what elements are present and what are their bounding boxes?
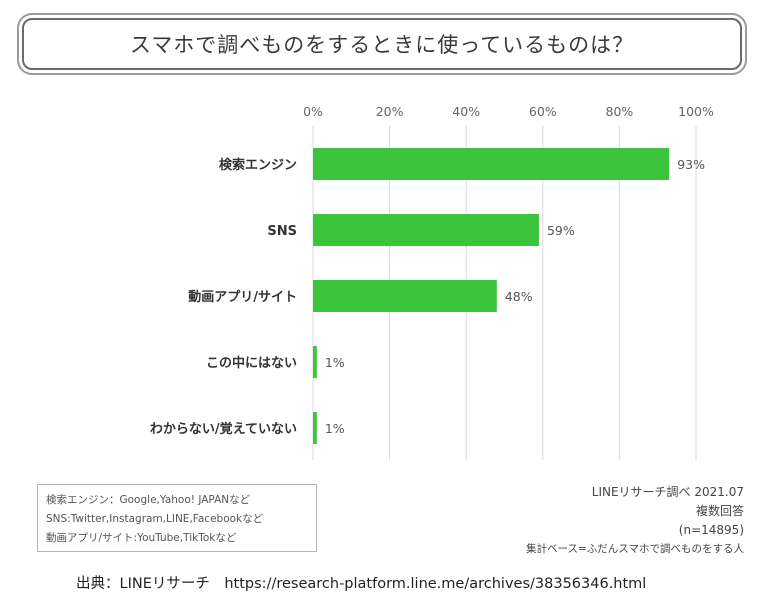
title-box: スマホで調べものをするときに使っているものは？ <box>22 18 742 70</box>
value-label: 59% <box>547 223 575 238</box>
bar <box>313 148 670 180</box>
category-label: この中にはない <box>206 355 297 371</box>
answer-type: 複数回答 <box>695 504 744 518</box>
bar <box>313 346 317 378</box>
source-credit: 出典：LINEリサーチ https://research-platform.li… <box>76 576 647 592</box>
note-line-video: 動画アプリ/サイト:YouTube,TikTokなど <box>46 532 237 544</box>
chart-title: スマホで調べものをするときに使っているものは？ <box>129 33 635 57</box>
x-tick-label: 40% <box>452 104 480 119</box>
x-tick-label: 60% <box>529 104 557 119</box>
survey-name: LINEリサーチ調べ 2021.07 <box>591 485 744 499</box>
value-label: 1% <box>325 355 345 370</box>
x-tick-label: 80% <box>606 104 634 119</box>
bar <box>313 214 539 246</box>
bar <box>313 412 317 444</box>
survey-base: 集計ベース=ふだんスマホで調べものをする人 <box>526 543 744 555</box>
notes-box: 検索エンジン：Google,Yahoo! JAPANなど SNS:Twitter… <box>37 484 317 552</box>
x-tick-label: 100% <box>678 104 714 119</box>
category-label: SNS <box>267 224 297 239</box>
value-label: 93% <box>677 157 705 172</box>
bar-chart: 0% 20% 40% 60% 80% 100% 検索エンジン 93% SNS 59% 動画アプリ/サ… <box>150 104 714 460</box>
value-label: 48% <box>505 289 533 304</box>
bar <box>313 280 497 312</box>
x-tick-label: 20% <box>376 104 404 119</box>
category-label: 動画アプリ/サイト <box>188 289 297 305</box>
survey-meta: LINEリサーチ調べ 2021.07 複数回答 (n=14895) 集計ベース=… <box>526 483 744 559</box>
note-line-search: 検索エンジン：Google,Yahoo! JAPANなど <box>46 494 251 506</box>
sample-size: (n=14895) <box>678 523 744 537</box>
x-tick-label: 0% <box>303 104 323 119</box>
category-label: わからない/覚えていない <box>150 421 297 437</box>
value-label: 1% <box>325 421 345 436</box>
note-line-sns: SNS:Twitter,Instagram,LINE,Facebookなど <box>46 513 264 525</box>
category-label: 検索エンジン <box>219 157 297 173</box>
